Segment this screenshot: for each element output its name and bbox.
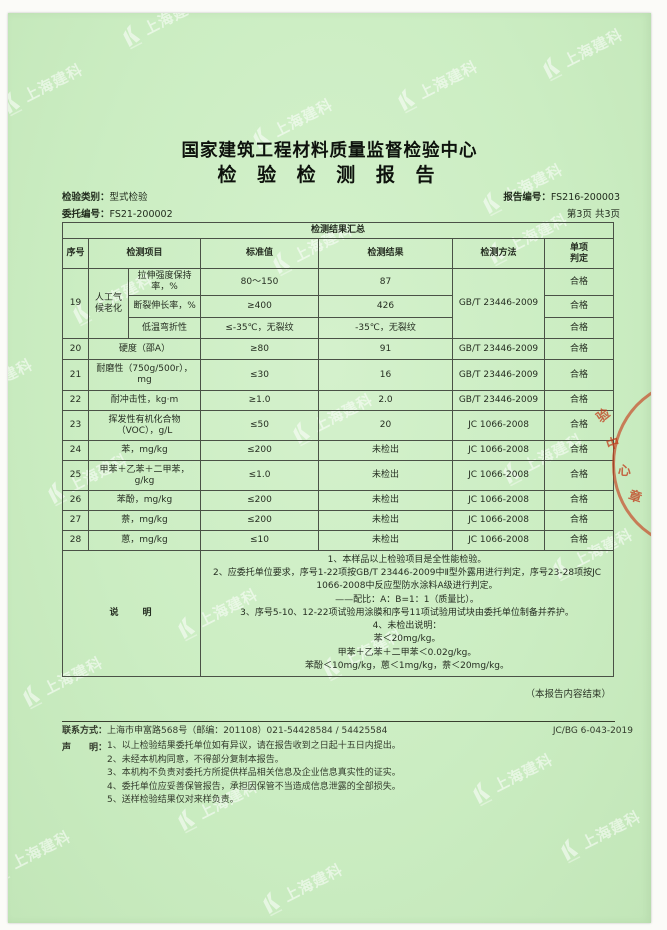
contact-row: 联系方式：上海市申富路568号（邮编：201108）021-54428584 /…	[62, 725, 633, 738]
table-row: 21 耐磨性（750g/500r），mg ≤30 16 GB/T 23446-2…	[62, 359, 615, 391]
col-header-no: 序号	[62, 238, 89, 269]
meta-row-2: 委托编号：FS21-200002 第3页 共3页	[62, 206, 620, 220]
table-row: 27 萘，mg/kg ≤200 未检出 JC 1066-2008 合格	[62, 510, 615, 531]
report-center-title: 国家建筑工程材料质量监督检验中心	[181, 141, 478, 161]
table-row: 24 苯，mg/kg ≤200 未检出 JC 1066-2008 合格	[62, 440, 615, 461]
meta-row-1: 检验类别：型式检验 报告编号：FS216-200003	[62, 189, 620, 203]
table-header-row: 序号 检测项目 标准值 检测结果 检测方法 单项 判定	[62, 238, 615, 269]
stamp-character: 章	[626, 488, 644, 507]
group-cell: 人工气候老化	[88, 268, 129, 339]
inspection-category: 检验类别：型式检验	[62, 192, 148, 203]
footer-block: 联系方式：上海市申富路568号（邮编：201108）021-54428584 /…	[62, 721, 633, 808]
table-row: 低温弯折性 ≤-35℃，无裂纹 -35℃，无裂纹 合格	[63, 317, 615, 339]
table-row: 26 苯酚，mg/kg ≤200 未检出 JC 1066-2008 合格	[62, 490, 615, 511]
table-row: 25 甲苯＋乙苯＋二甲苯，g/kg ≤1.0 未检出 JC 1066-2008 …	[62, 460, 615, 491]
notes-content: 1、本样品以上检验项目是全性能检验。 2、应委托单位要求，序号1-22项按GB/…	[199, 550, 615, 677]
table-row: 断裂伸长率，% ≥400 426 合格	[63, 295, 615, 318]
table-caption: 检测结果汇总	[61, 222, 615, 239]
table-row: 22 耐冲击性，kg·m ≥1.0 2.0 GB/T 23446-2009 合格	[62, 390, 615, 411]
table-row: 28 蒽，mg/kg ≤10 未检出 JC 1066-2008 合格	[62, 530, 615, 551]
notes-label: 说 明	[62, 550, 201, 677]
table-row: 20 硬度（邵A） ≥80 91 GB/T 23446-2009 合格	[62, 338, 615, 360]
report-number: 报告编号：FS216-200003	[503, 192, 620, 203]
report-end-note: （本报告内容结束）	[525, 689, 611, 700]
col-header-method: 检测方法	[452, 238, 545, 269]
col-header-standard: 标准值	[200, 238, 319, 269]
document-code: JC/BG 6-043-2019	[552, 726, 633, 736]
commission-number: 委托编号：FS21-200002	[62, 209, 173, 220]
statement-block: 声 明： 1、以上检验结果委托单位如有异议，请在报告收到之日起十五日内提出。 2…	[62, 740, 615, 808]
col-header-verdict: 单项 判定	[543, 238, 615, 269]
contact-info: 联系方式：上海市申富路568号（邮编：201108）021-54428584 /…	[62, 726, 388, 736]
page-indicator: 第3页 共3页	[566, 209, 620, 220]
results-table: 检测结果汇总 序号 检测项目 标准值 检测结果 检测方法 单项 判定 19 人工…	[61, 222, 615, 677]
notes-row: 说 明 1、本样品以上检验项目是全性能检验。 2、应委托单位要求，序号1-22项…	[62, 550, 615, 677]
table-row: 23 挥发性有机化合物（VOC），g/L ≤50 20 JC 1066-2008…	[62, 410, 615, 441]
table-row: 19 人工气候老化 拉伸强度保持率，% 80～150 87 GB/T 23446…	[62, 268, 615, 339]
stamp-character: 心	[617, 463, 632, 480]
report-title: 检 验 检 测 报 告	[217, 164, 442, 186]
report-page: 上海建科 上海建科 上海建科 上海建科 上海建科 上海建科 上海建科 上海建科 上海建科 上海建科…	[8, 13, 651, 923]
col-header-result: 检测结果	[318, 238, 453, 269]
statement-lines: 1、以上检验结果委托单位如有异议，请在报告收到之日起十五日内提出。 2、未经本机…	[107, 741, 401, 805]
col-header-item: 检测项目	[88, 238, 201, 269]
stamp-ring	[612, 379, 651, 549]
statement-label: 声 明：	[62, 743, 108, 753]
